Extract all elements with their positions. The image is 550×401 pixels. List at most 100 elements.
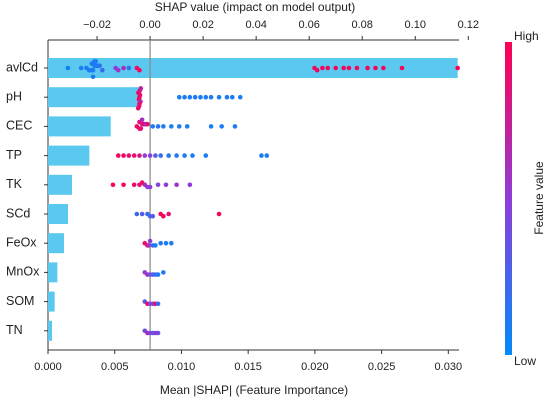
shap-point: [192, 94, 198, 100]
top-x-tick-label: 0.00: [139, 19, 160, 31]
shap-point: [174, 182, 179, 188]
shap-point: [169, 124, 174, 129]
shap-point: [65, 65, 71, 71]
shap-point: [216, 211, 222, 217]
shap-point: [161, 213, 166, 219]
shap-point: [121, 182, 126, 188]
y-tick-label: FeOx: [6, 235, 37, 249]
shap-point: [90, 67, 96, 73]
y-tick-label: SOM: [6, 294, 34, 308]
shap-point: [341, 65, 346, 71]
shap-point: [208, 124, 214, 129]
shap-point: [153, 153, 158, 158]
shap-point: [381, 65, 386, 71]
colorbar-label: Feature value: [532, 161, 546, 235]
shap-point: [232, 124, 238, 129]
shap-point: [147, 238, 153, 244]
shap-point: [150, 213, 156, 219]
shap-point: [190, 153, 195, 158]
bottom-axis-title: Mean |SHAP| (Feature Importance): [160, 383, 348, 397]
shap-point: [314, 67, 320, 73]
shap-point: [198, 94, 203, 100]
shap-point: [138, 86, 144, 91]
shap-point: [166, 153, 171, 158]
x-tick-label: 0.030: [435, 361, 463, 373]
shap-point: [155, 182, 161, 188]
shap-point: [373, 65, 378, 71]
shap-point: [137, 67, 142, 73]
top-x-tick-label: 0.02: [192, 19, 213, 31]
shap-point: [224, 94, 230, 100]
shap-point: [219, 124, 224, 129]
shap-point: [176, 124, 182, 129]
shap-point: [134, 211, 140, 217]
shap-point: [203, 94, 209, 100]
colorbar: [505, 42, 512, 355]
shap-point: [399, 65, 405, 71]
shap-point: [333, 65, 339, 71]
top-x-tick-label: 0.12: [458, 19, 479, 31]
shap-point: [97, 63, 103, 69]
colorbar-low: Low: [514, 354, 536, 368]
y-tick-label: MnOx: [6, 265, 40, 279]
y-tick-label: TK: [6, 177, 23, 191]
shap-point: [163, 240, 169, 246]
shap-point: [208, 94, 214, 100]
bar: [48, 204, 69, 224]
top-axis-title: SHAP value (impact on model output): [155, 0, 356, 14]
shap-point: [126, 153, 132, 158]
shap-point: [455, 65, 460, 71]
shap-point: [325, 65, 331, 71]
shap-point: [139, 211, 145, 217]
shap-point: [78, 65, 84, 71]
shap-point: [121, 153, 126, 158]
shap-point: [346, 65, 352, 71]
shap-point: [163, 182, 169, 188]
shap-point: [161, 270, 166, 275]
shap-point: [145, 121, 150, 127]
shap-point: [169, 240, 174, 246]
top-x-tick-label: −0.02: [83, 19, 111, 31]
bar: [48, 87, 141, 108]
shap-point: [354, 65, 360, 71]
y-tick-label: CEC: [6, 119, 32, 133]
shap-point: [135, 105, 141, 111]
bar: [48, 145, 90, 166]
shap-point: [147, 153, 153, 158]
x-tick-label: 0.020: [301, 361, 329, 373]
bar: [48, 320, 53, 341]
shap-point: [115, 67, 121, 73]
shap-point: [153, 243, 158, 248]
top-x-tick-label: 0.06: [298, 19, 319, 31]
shap-point: [139, 180, 145, 185]
shap-point: [110, 182, 116, 188]
bar: [48, 58, 458, 78]
shap-point: [259, 153, 264, 158]
shap-point: [216, 94, 222, 100]
shap-point: [229, 94, 235, 100]
y-tick-label: avlCd: [6, 60, 38, 74]
shap-point: [176, 94, 182, 100]
shap-point: [146, 243, 152, 248]
shap-point: [203, 153, 209, 158]
x-tick-label: 0.000: [34, 361, 62, 373]
shap-point: [161, 124, 166, 129]
top-x-tick-label: 0.04: [245, 19, 266, 31]
shap-point: [155, 301, 161, 307]
shap-point: [115, 153, 121, 158]
shap-point: [182, 94, 187, 100]
shap-point: [184, 124, 190, 129]
shap-point: [174, 153, 179, 158]
shap-point: [155, 330, 161, 336]
bar: [48, 174, 73, 195]
y-tick-label: TP: [6, 148, 22, 162]
top-x-tick-label: 0.08: [352, 19, 373, 31]
shap-point: [142, 153, 148, 158]
shap-point: [121, 65, 126, 71]
bar: [48, 291, 55, 312]
shap-point: [150, 124, 156, 129]
shap-point: [187, 94, 193, 100]
shap-point: [187, 182, 193, 188]
shap-point: [131, 153, 137, 158]
